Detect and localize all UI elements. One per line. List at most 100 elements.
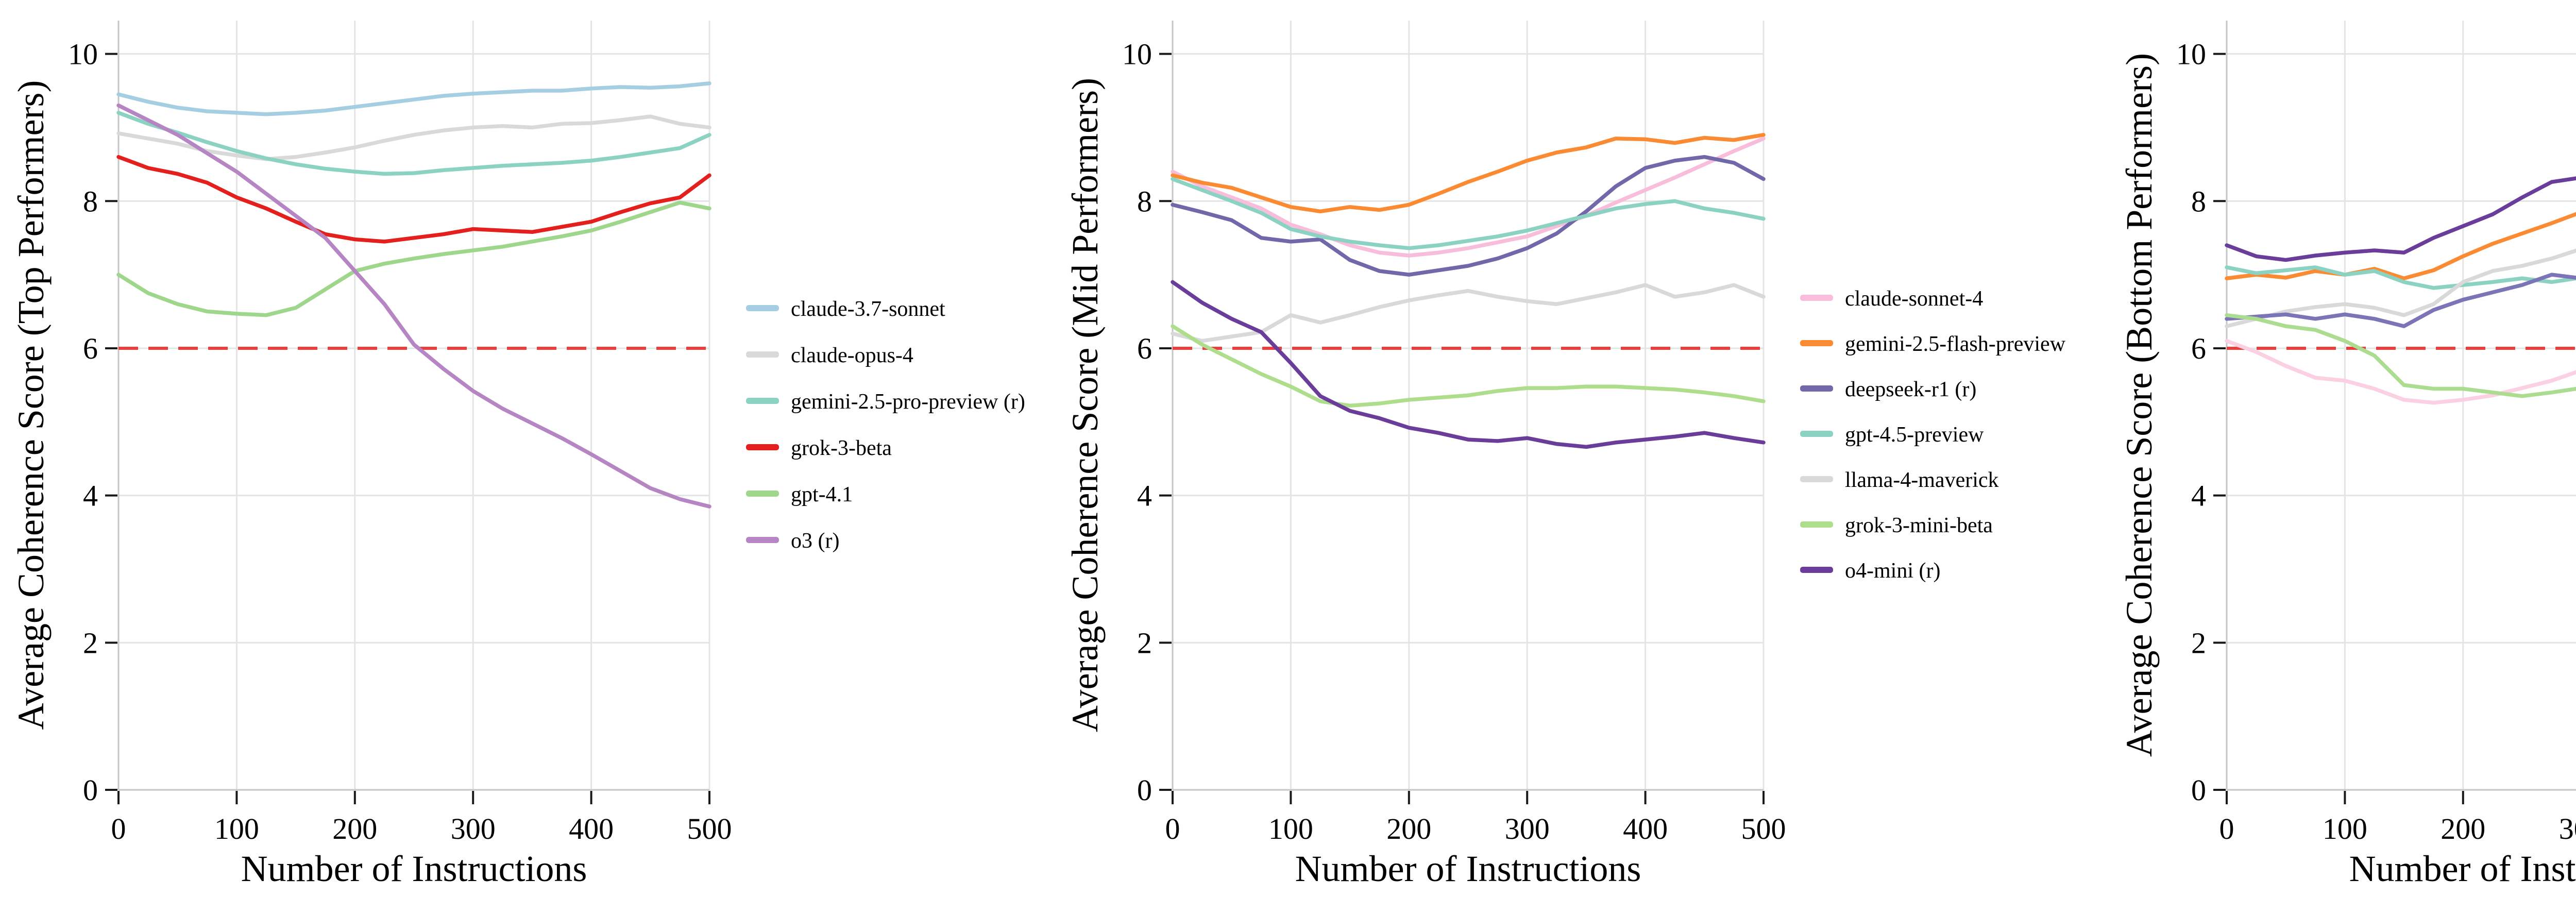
legend-label: deepseek-r1 (r) xyxy=(1845,378,1976,401)
legend-swatch xyxy=(1800,567,1833,573)
legend-swatch xyxy=(746,398,779,404)
legend-item: gpt-4.5-preview xyxy=(1800,423,1984,447)
y-tick-label: 2 xyxy=(2191,626,2206,660)
x-tick-label: 300 xyxy=(451,812,496,846)
y-axis-title: Average Coherence Score (Bottom Performe… xyxy=(2119,53,2160,757)
y-tick-label: 4 xyxy=(2191,479,2206,513)
y-tick-label: 10 xyxy=(68,38,98,71)
legend-item: llama-4-maverick xyxy=(1800,468,1999,492)
series-line-llama-4-maverick xyxy=(1171,283,1766,343)
series-line-gpt-4.1-mini xyxy=(2225,265,2576,290)
legend-swatch xyxy=(746,537,779,543)
x-tick-label: 0 xyxy=(111,812,126,846)
legend-swatch xyxy=(1800,340,1833,346)
y-tick-label: 4 xyxy=(83,479,98,513)
series-line-o4-mini-r- xyxy=(1171,280,1766,449)
legend-item: o4-mini (r) xyxy=(1800,559,1940,583)
series-line-gpt-4o xyxy=(2225,176,2576,262)
y-tick-label: 2 xyxy=(1137,626,1152,660)
x-axis-title: Number of Instructions xyxy=(1295,848,1641,889)
y-tick-label: 6 xyxy=(2191,332,2206,365)
legend-swatch xyxy=(1800,385,1833,392)
series-line-llama-4-scout xyxy=(2225,248,2576,328)
x-tick-label: 500 xyxy=(687,812,732,846)
series-line-qwen3-235b xyxy=(2225,339,2576,405)
x-tick-label: 300 xyxy=(1505,812,1550,846)
legend-label: o3 (r) xyxy=(791,529,839,553)
legend-label: claude-opus-4 xyxy=(791,344,913,367)
legend-swatch xyxy=(1800,431,1833,437)
legend-swatch xyxy=(746,351,779,358)
y-tick-label: 6 xyxy=(1137,332,1152,365)
legend-item: claude-sonnet-4 xyxy=(1800,287,1983,311)
legend-label: llama-4-maverick xyxy=(1845,468,1999,492)
legend-swatch xyxy=(746,491,779,497)
legend-label: gpt-4.1 xyxy=(791,483,853,506)
series-line-o3-r- xyxy=(116,103,711,509)
legend-label: grok-3-mini-beta xyxy=(1845,514,1993,537)
legend-item: deepseek-r1 (r) xyxy=(1800,378,1976,401)
y-tick-label: 0 xyxy=(2191,773,2206,807)
legend-item: claude-3.7-sonnet xyxy=(746,297,945,321)
legend-label: gemini-2.5-pro-preview (r) xyxy=(791,390,1025,414)
legend-item: gpt-4.1 xyxy=(746,483,853,506)
series-line-gemini-2.5-flash-preview xyxy=(1171,132,1766,214)
y-tick-label: 0 xyxy=(1137,773,1152,807)
legend-item: gemini-2.5-flash-preview xyxy=(1800,332,2066,356)
legend: claude-sonnet-4 gemini-2.5-flash-preview d… xyxy=(1800,287,2066,583)
legend: claude-3.7-sonnet claude-opus-4 gemini-2.5… xyxy=(746,297,1025,553)
legend-swatch xyxy=(1800,476,1833,482)
legend-label: claude-3.7-sonnet xyxy=(791,297,945,321)
legend-swatch xyxy=(746,444,779,450)
series-line-grok-3-beta xyxy=(116,155,711,244)
x-tick-label: 100 xyxy=(1268,812,1313,846)
y-tick-label: 8 xyxy=(83,184,98,218)
x-tick-label: 200 xyxy=(1386,812,1431,846)
x-tick-label: 400 xyxy=(1623,812,1668,846)
series-line-grok-3-mini-beta xyxy=(1171,324,1766,408)
legend-label: o4-mini (r) xyxy=(1845,559,1940,583)
legend-item: claude-opus-4 xyxy=(746,344,913,367)
series-line-claude-opus-4 xyxy=(116,114,711,161)
legend-swatch xyxy=(746,305,779,311)
y-tick-label: 10 xyxy=(1122,38,1152,71)
y-tick-label: 6 xyxy=(83,332,98,365)
legend-item: grok-3-mini-beta xyxy=(1800,514,1993,537)
series-line-claude-sonnet-4 xyxy=(1171,137,1766,258)
legend-label: gpt-4.5-preview xyxy=(1845,423,1984,447)
x-axis-title: Number of Instructions xyxy=(2349,848,2576,889)
x-tick-label: 0 xyxy=(1165,812,1180,846)
x-tick-label: 100 xyxy=(2323,812,2367,846)
legend-label: gemini-2.5-flash-preview xyxy=(1845,332,2066,356)
y-tick-label: 0 xyxy=(83,773,98,807)
legend-item: gemini-2.5-pro-preview (r) xyxy=(746,390,1025,414)
x-tick-label: 200 xyxy=(2441,812,2485,846)
legend-label: claude-sonnet-4 xyxy=(1845,287,1983,311)
series-line-gpt-4o-mini xyxy=(2225,212,2576,281)
series-line-gpt-4.1 xyxy=(116,200,711,317)
legend-label: grok-3-beta xyxy=(791,436,892,460)
x-tick-label: 0 xyxy=(2219,812,2234,846)
x-tick-label: 500 xyxy=(1741,812,1786,846)
legend-item: grok-3-beta xyxy=(746,436,892,460)
y-tick-label: 4 xyxy=(1137,479,1152,513)
series-line-gemini-2.5-pro-preview-r- xyxy=(116,111,711,176)
series-line-claude-3.7-sonnet xyxy=(116,81,711,116)
x-axis-title: Number of Instructions xyxy=(241,848,587,889)
legend-swatch xyxy=(1800,295,1833,301)
y-tick-label: 8 xyxy=(1137,184,1152,218)
x-tick-label: 200 xyxy=(332,812,377,846)
x-tick-label: 400 xyxy=(569,812,614,846)
x-tick-label: 300 xyxy=(2559,812,2576,846)
x-tick-label: 100 xyxy=(214,812,259,846)
legend-swatch xyxy=(1800,521,1833,528)
y-axis-title: Average Coherence Score (Top Performers) xyxy=(10,80,52,730)
y-tick-label: 10 xyxy=(2176,38,2206,71)
series-line-deepseek-r1-r- xyxy=(1171,155,1766,277)
legend-item: o3 (r) xyxy=(746,529,839,553)
